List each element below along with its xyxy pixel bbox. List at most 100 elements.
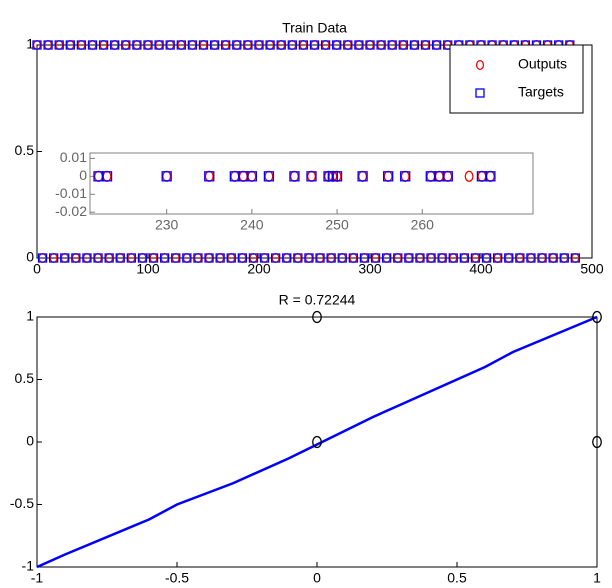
square-marker	[154, 40, 164, 50]
square-marker	[165, 40, 175, 50]
square-marker	[248, 253, 259, 263]
square-marker	[409, 40, 420, 50]
y-tick-label: 0	[26, 433, 34, 449]
y-tick-label: -0.02	[55, 203, 87, 219]
square-marker	[359, 253, 370, 263]
fit-line	[36, 315, 598, 569]
y-tick-label: -1	[22, 558, 35, 574]
square-marker	[293, 253, 303, 263]
square-marker	[243, 40, 253, 50]
chart-title: Train Data	[282, 20, 347, 36]
square-marker	[332, 40, 342, 50]
square-marker	[60, 253, 70, 263]
square-marker	[148, 253, 159, 263]
legend-swatch	[475, 88, 485, 98]
x-tick-label: -1	[31, 570, 44, 586]
square-marker	[232, 40, 242, 50]
square-marker	[121, 40, 131, 50]
legend-box	[449, 44, 584, 114]
square-marker	[126, 253, 136, 263]
square-marker	[137, 253, 148, 263]
square-marker	[43, 40, 53, 50]
square-marker	[287, 40, 297, 50]
square-marker	[570, 253, 580, 263]
square-marker	[431, 40, 442, 50]
inset-axes: 230 240 250 260 0.01 0 -0.01 -0.02	[55, 149, 534, 233]
y-tick-label: 1	[26, 36, 34, 52]
square-marker	[49, 253, 59, 263]
square-marker	[343, 40, 353, 50]
square-marker	[485, 171, 496, 182]
square-marker	[246, 171, 258, 182]
square-marker	[187, 40, 198, 50]
circle-marker	[312, 310, 322, 324]
x-tick-label: 100	[136, 261, 160, 277]
square-marker	[76, 40, 87, 50]
square-marker	[404, 253, 414, 263]
square-marker	[171, 253, 181, 263]
x-tick-label: 230	[155, 217, 179, 233]
x-tick-label: 0	[33, 261, 41, 277]
square-marker	[276, 40, 286, 50]
square-marker	[161, 171, 172, 182]
circle-marker	[592, 435, 602, 449]
square-marker	[204, 253, 214, 263]
square-marker	[221, 40, 231, 50]
square-marker	[182, 253, 192, 263]
square-marker	[559, 253, 569, 263]
square-marker	[548, 253, 558, 263]
square-marker	[304, 253, 314, 263]
plot-area	[89, 152, 534, 215]
square-marker	[400, 171, 411, 182]
circle-marker	[592, 310, 602, 324]
x-tick-label: 1	[593, 570, 601, 586]
square-marker	[93, 253, 103, 263]
square-marker	[71, 253, 81, 263]
square-marker	[259, 253, 270, 263]
square-marker	[370, 253, 381, 263]
square-marker	[357, 171, 368, 182]
x-tick-label: 240	[240, 217, 264, 233]
square-marker	[383, 171, 394, 182]
x-tick-label: -0.5	[165, 570, 189, 586]
square-marker	[381, 253, 392, 263]
square-marker	[365, 40, 375, 50]
square-marker	[320, 40, 331, 50]
square-marker	[348, 253, 359, 263]
legend-label: Outputs	[518, 56, 567, 72]
square-marker	[198, 40, 209, 50]
legend-swatch	[475, 59, 485, 71]
square-marker	[193, 253, 203, 263]
square-marker	[448, 253, 458, 263]
axes: Train Data 0 100 200 300 400 500 0 0.5 1 Outputs Ta…	[15, 20, 604, 277]
square-marker	[315, 253, 325, 263]
square-marker	[65, 40, 75, 50]
square-marker	[32, 40, 42, 50]
x-tick-label: 0	[313, 570, 321, 586]
legend-label: Targets	[518, 84, 564, 100]
square-marker	[98, 40, 109, 50]
square-marker	[326, 253, 336, 263]
y-tick-label: -0.5	[10, 495, 34, 511]
y-tick-label: 0.5	[15, 142, 35, 158]
square-marker	[481, 253, 492, 263]
square-marker	[331, 171, 343, 182]
y-tick-label: 0.01	[60, 149, 87, 165]
square-marker	[537, 253, 547, 263]
square-marker	[54, 40, 64, 50]
square-marker	[289, 171, 300, 182]
square-marker	[204, 171, 215, 182]
square-marker	[209, 40, 220, 50]
square-marker	[309, 40, 320, 50]
y-tick-label: -0.01	[55, 185, 87, 201]
square-marker	[110, 40, 120, 50]
square-marker	[298, 40, 309, 50]
square-marker	[87, 40, 98, 50]
x-tick-label: 300	[358, 261, 382, 277]
chart-title: R = 0.72244	[279, 292, 356, 308]
square-marker	[143, 40, 153, 50]
square-marker	[237, 253, 248, 263]
y-tick-label: 0.5	[15, 370, 35, 386]
square-marker	[263, 171, 275, 182]
